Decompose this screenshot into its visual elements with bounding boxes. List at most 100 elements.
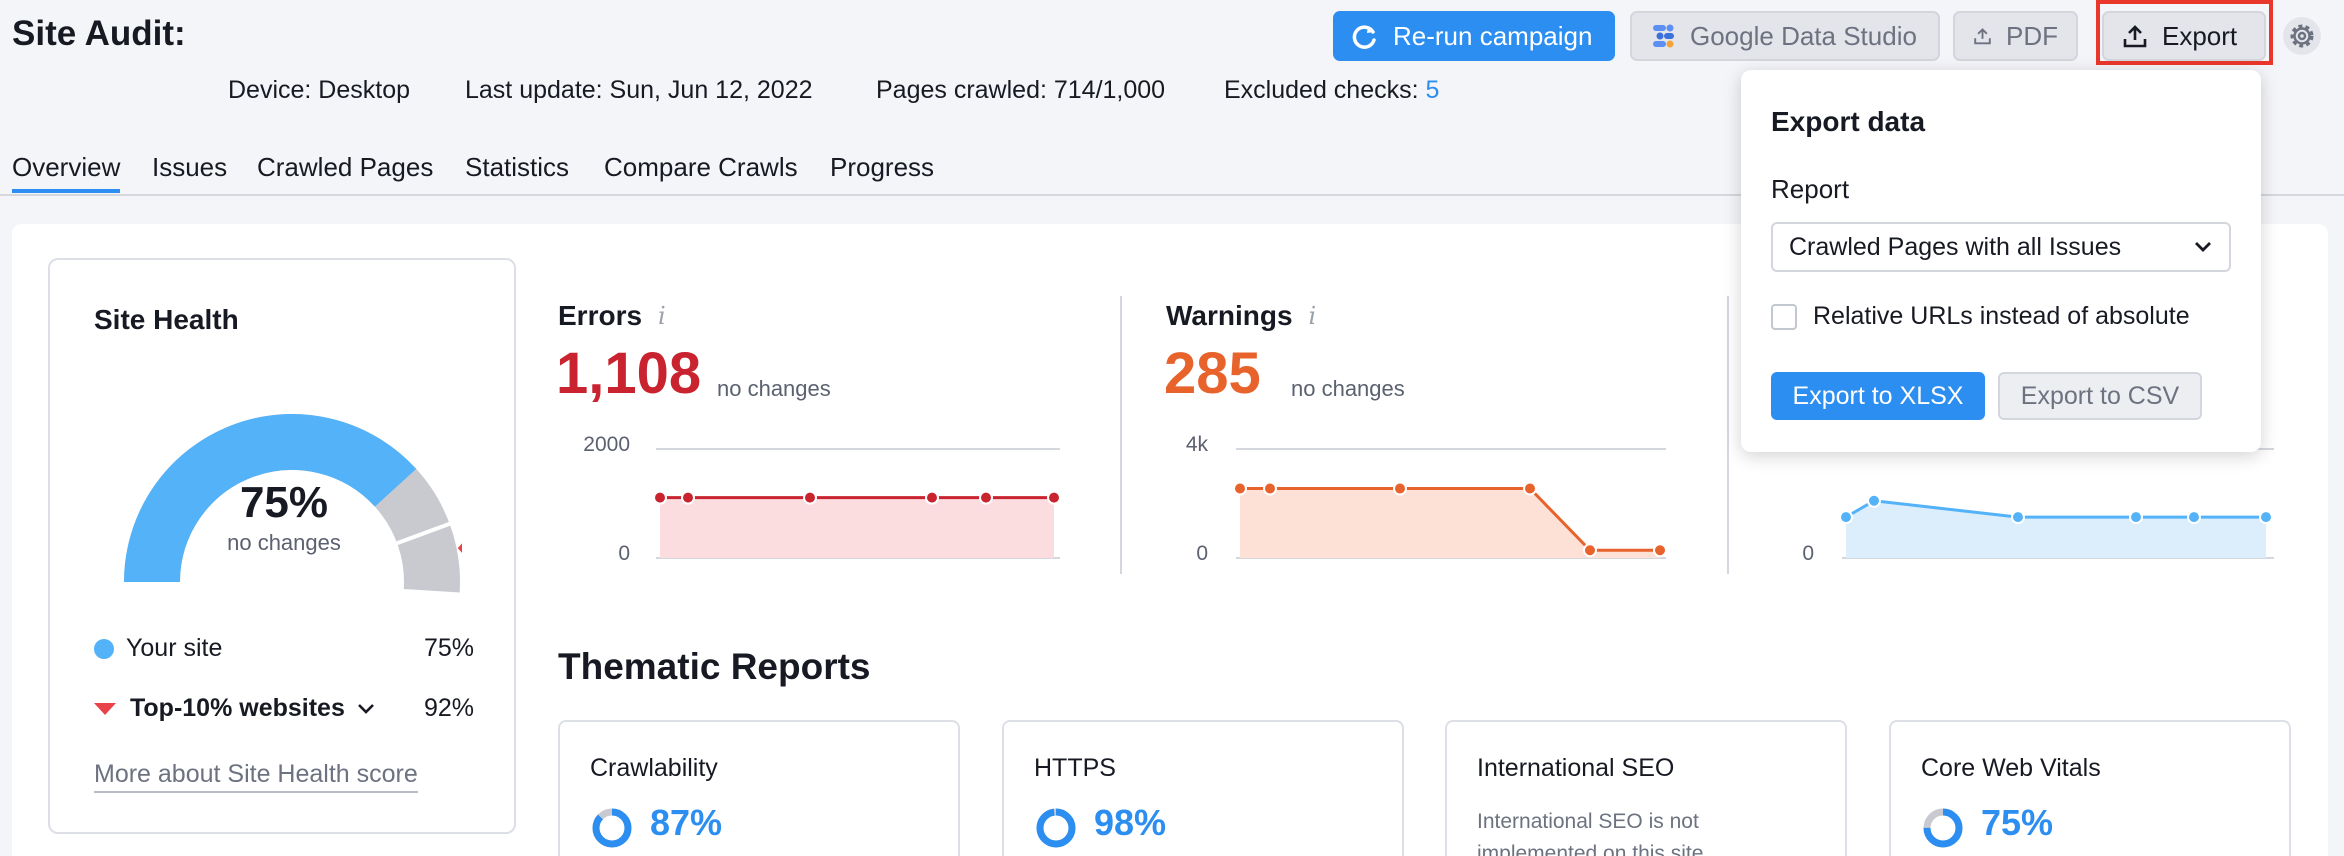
errors-point: [979, 490, 993, 505]
pdf-button[interactable]: PDF: [1953, 11, 2078, 61]
notices-point: [2259, 510, 2273, 525]
errors-point: [1047, 490, 1061, 505]
errors-point: [803, 490, 817, 505]
metric-divider: [1727, 296, 1729, 574]
thematic-reports-title: Thematic Reports: [558, 646, 871, 687]
tab-issues[interactable]: Issues: [152, 152, 228, 182]
warnings-tick-bottom: 0: [1196, 542, 1208, 565]
thematic-card-core-web-vitals[interactable]: Core Web Vitals 75%: [1889, 720, 2291, 856]
legend-top10[interactable]: Top-10% websites 92%: [94, 694, 474, 723]
legend-your-site: Your site 75%: [94, 634, 474, 663]
notices-point: [2129, 510, 2143, 525]
export-popup-title: Export data: [1771, 106, 1926, 137]
errors-tick-bottom: 0: [618, 542, 630, 565]
warnings-value[interactable]: 285: [1164, 341, 1261, 406]
warnings-point: [1523, 481, 1537, 496]
last-update-info: Last update: Sun, Jun 12, 2022: [465, 76, 813, 104]
upload-icon: [2123, 25, 2147, 48]
score-ring-fill: [1036, 808, 1076, 848]
thematic-card-score: 75%: [1981, 802, 2054, 843]
tab-statistics[interactable]: Statistics: [465, 152, 570, 182]
errors-label: Errors: [558, 300, 643, 331]
top-bar: Site Audit: Re-run campaign Google Data …: [0, 0, 2344, 70]
export-data-popup: Export data Report Crawled Pages with al…: [1741, 70, 2261, 452]
tab-compare-crawls[interactable]: Compare Crawls: [604, 152, 798, 182]
errors-title: Errors i: [558, 300, 666, 332]
tab-bar: Overview Issues Crawled Pages Statistics…: [0, 148, 2344, 196]
upload-icon: [1974, 28, 1991, 45]
info-icon[interactable]: i: [1308, 302, 1317, 330]
rerun-campaign-label: Re-run campaign: [1393, 20, 1593, 51]
metric-divider: [1120, 296, 1122, 574]
page-title: Site Audit:: [12, 14, 186, 53]
refresh-icon: [1352, 25, 1376, 49]
info-icon[interactable]: i: [658, 302, 666, 330]
chevron-down-icon: [357, 703, 374, 714]
thematic-card-score: 98%: [1094, 802, 1167, 843]
site-health-card: Site Health 75% no changes Your site 75%…: [48, 258, 516, 834]
thematic-card-https[interactable]: HTTPS 98%: [1002, 720, 1404, 856]
google-data-studio-label: Google Data Studio: [1690, 20, 1917, 51]
score-ring-fill: [592, 808, 632, 848]
triangle-down-icon: [94, 702, 116, 715]
thematic-card-international-seo[interactable]: International SEO International SEO is n…: [1445, 720, 1847, 856]
warnings-point: [1583, 543, 1597, 558]
export-csv-button[interactable]: Export to CSV: [1998, 372, 2202, 420]
notices-point: [2011, 510, 2025, 525]
errors-point: [925, 490, 939, 505]
notices-point: [2187, 510, 2201, 525]
gear-icon[interactable]: [2282, 16, 2322, 56]
warnings-chart: 4k 0: [1186, 433, 1667, 565]
device-info: Device: Desktop: [228, 76, 411, 104]
score-ring-fill: [1923, 808, 1963, 848]
export-highlight-frame: [2096, 0, 2273, 65]
your-site-dot-icon: [94, 638, 114, 659]
top10-marker-icon: [457, 543, 462, 553]
site-health-title: Site Health: [94, 304, 239, 335]
warnings-tick-top: 4k: [1186, 433, 1209, 456]
your-site-label: Your site: [126, 634, 223, 662]
thematic-card-crawlability[interactable]: Crawlability 87%: [558, 720, 960, 856]
notices-area: [1846, 500, 2266, 558]
errors-value[interactable]: 1,108: [556, 341, 702, 406]
notices-point: [1867, 493, 1881, 508]
excluded-checks-link[interactable]: 5: [1425, 76, 1440, 104]
report-label: Report: [1771, 174, 1850, 204]
excluded-checks-info: Excluded checks: 5: [1224, 76, 1439, 105]
warnings-point: [1393, 481, 1407, 496]
tab-overview[interactable]: Overview: [12, 152, 121, 193]
relative-urls-option[interactable]: Relative URLs instead of absolute: [1771, 302, 2190, 331]
site-health-percent: 75%: [239, 478, 329, 527]
warnings-title: Warnings i: [1166, 300, 1316, 332]
thematic-card-note: International SEO is not implemented on …: [1477, 810, 1704, 856]
errors-point: [681, 490, 695, 505]
export-xlsx-button[interactable]: Export to XLSX: [1771, 372, 1985, 420]
top10-value: 92%: [423, 694, 474, 722]
warnings-label: Warnings: [1166, 300, 1293, 331]
top10-label: Top-10% websites: [130, 694, 345, 722]
data-studio-icon: [1653, 24, 1674, 48]
warnings-point: [1653, 543, 1667, 558]
report-select[interactable]: Crawled Pages with all Issues: [1771, 222, 2231, 272]
warnings-change: no changes: [1291, 376, 1405, 401]
notices-tick-bottom: 0: [1802, 542, 1814, 565]
notices-point: [1839, 510, 1853, 525]
errors-chart: 2000 0: [583, 433, 1061, 565]
notices-chart: 4k 0: [1792, 433, 2274, 565]
thematic-card-score: 87%: [650, 802, 723, 843]
google-data-studio-button[interactable]: Google Data Studio: [1630, 11, 1940, 61]
your-site-value: 75%: [423, 634, 474, 662]
more-about-site-health-link[interactable]: More about Site Health score: [94, 760, 418, 793]
site-health-change: no changes: [227, 530, 341, 555]
tab-progress[interactable]: Progress: [830, 152, 935, 182]
score-ring-icon: [1036, 808, 1076, 848]
thematic-card-name: Core Web Vitals: [1921, 754, 2101, 782]
site-health-gauge: [124, 414, 462, 593]
relative-urls-checkbox[interactable]: [1771, 303, 1797, 330]
export-button[interactable]: Export: [2102, 11, 2266, 61]
rerun-campaign-button[interactable]: Re-run campaign: [1333, 11, 1615, 61]
tab-crawled-pages[interactable]: Crawled Pages: [257, 152, 434, 182]
thematic-card-name: Crawlability: [590, 754, 718, 782]
excluded-checks-label: Excluded checks:: [1224, 76, 1419, 104]
errors-point: [653, 490, 667, 505]
